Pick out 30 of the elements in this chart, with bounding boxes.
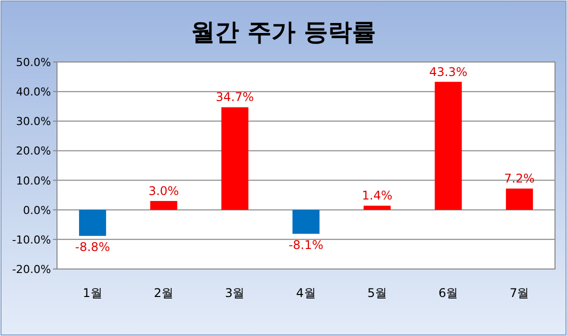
data-label: 7.2% — [504, 172, 535, 186]
x-tick-label: 2월 — [154, 286, 174, 300]
x-tick-label: 1월 — [82, 286, 102, 300]
data-label: 43.3% — [429, 64, 468, 79]
y-tick-label: 0.0% — [23, 204, 51, 217]
bar — [364, 206, 391, 210]
x-tick-label: 4월 — [296, 286, 316, 300]
chart-title: 월간 주가 등락률 — [191, 18, 376, 46]
y-tick-label: 10.0% — [16, 174, 51, 188]
y-tick-label: 20.0% — [16, 144, 51, 158]
bar — [79, 210, 106, 236]
bar — [221, 107, 248, 210]
bar — [434, 82, 462, 210]
bar — [292, 210, 320, 234]
y-tick-label: 30.0% — [16, 115, 51, 128]
x-tick-label: 3월 — [225, 286, 245, 300]
data-label: 1.4% — [362, 188, 392, 203]
data-label: -8.8% — [75, 240, 110, 254]
y-tick-label: -10.0% — [12, 233, 51, 246]
x-tick-label: 6월 — [438, 286, 458, 300]
data-label: -8.1% — [288, 238, 324, 252]
bar — [506, 188, 533, 210]
x-tick-label: 5월 — [367, 286, 387, 300]
y-tick-label: 40.0% — [16, 86, 51, 99]
x-tick-label: 7월 — [510, 286, 530, 300]
y-tick-label: -20.0% — [12, 263, 51, 276]
data-label: 34.7% — [216, 90, 254, 104]
data-label: 3.0% — [148, 184, 179, 198]
y-tick-label: 50.0% — [16, 56, 51, 69]
bar — [150, 200, 178, 210]
